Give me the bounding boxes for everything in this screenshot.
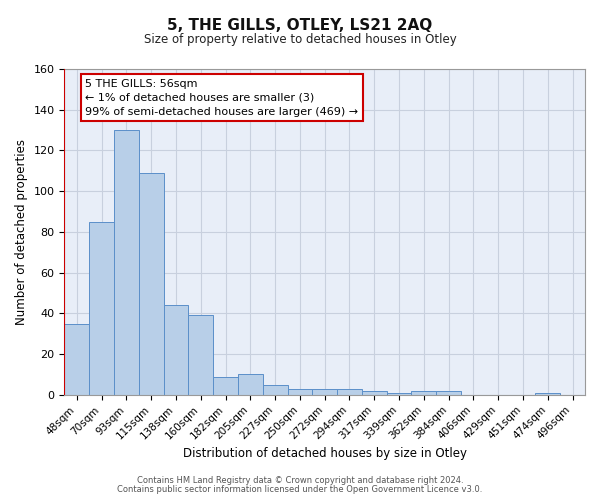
- Bar: [188, 316, 213, 395]
- Bar: [213, 376, 238, 395]
- Y-axis label: Number of detached properties: Number of detached properties: [15, 139, 28, 325]
- Text: 5 THE GILLS: 56sqm
← 1% of detached houses are smaller (3)
99% of semi-detached : 5 THE GILLS: 56sqm ← 1% of detached hous…: [85, 79, 358, 117]
- Bar: [412, 391, 436, 395]
- Bar: [114, 130, 139, 395]
- Bar: [287, 389, 313, 395]
- Bar: [263, 384, 287, 395]
- X-axis label: Distribution of detached houses by size in Otley: Distribution of detached houses by size …: [183, 447, 467, 460]
- Text: Size of property relative to detached houses in Otley: Size of property relative to detached ho…: [143, 32, 457, 46]
- Bar: [313, 389, 337, 395]
- Bar: [238, 374, 263, 395]
- Bar: [164, 306, 188, 395]
- Bar: [535, 393, 560, 395]
- Text: Contains HM Land Registry data © Crown copyright and database right 2024.: Contains HM Land Registry data © Crown c…: [137, 476, 463, 485]
- Bar: [362, 391, 386, 395]
- Bar: [436, 391, 461, 395]
- Bar: [89, 222, 114, 395]
- Bar: [386, 393, 412, 395]
- Bar: [139, 173, 164, 395]
- Bar: [337, 389, 362, 395]
- Text: Contains public sector information licensed under the Open Government Licence v3: Contains public sector information licen…: [118, 485, 482, 494]
- Text: 5, THE GILLS, OTLEY, LS21 2AQ: 5, THE GILLS, OTLEY, LS21 2AQ: [167, 18, 433, 32]
- Bar: [64, 324, 89, 395]
